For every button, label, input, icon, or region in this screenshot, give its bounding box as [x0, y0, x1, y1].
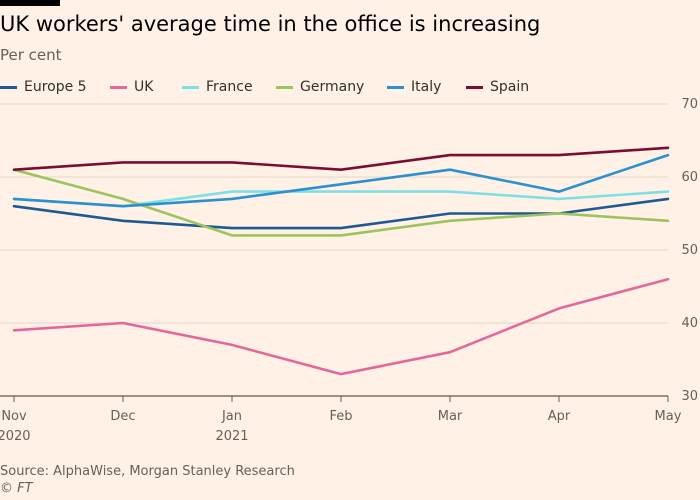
legend-swatch: [110, 85, 127, 89]
series-line-germany: [12, 168, 670, 237]
legend-label: France: [206, 79, 253, 95]
x-tick-label: May: [655, 409, 682, 424]
legend-swatch: [0, 85, 17, 89]
x-tick-label: Nov: [1, 409, 27, 424]
legend-swatch: [466, 85, 483, 89]
y-tick-label: 60: [681, 170, 698, 185]
x-tick-label: Feb: [329, 409, 352, 424]
legend-item-uk: UK: [110, 79, 153, 95]
legend-item-italy: Italy: [387, 79, 441, 95]
series-line-uk: [12, 277, 670, 376]
legend-swatch: [276, 85, 293, 89]
x-tick-label-year: 2021: [215, 429, 248, 444]
legend-label: Germany: [300, 79, 365, 95]
y-tick-label: 50: [681, 243, 698, 258]
x-tick-label: Mar: [438, 409, 463, 424]
x-tick-label-year: 2020: [0, 429, 31, 444]
chart-subtitle: Per cent: [0, 46, 62, 64]
legend-item-germany: Germany: [276, 79, 364, 95]
y-tick-label: 30: [681, 389, 698, 404]
legend-item-europe-5: Europe 5: [0, 79, 87, 95]
series-line-spain: [12, 146, 670, 171]
legend-label: UK: [134, 79, 154, 95]
x-tick-label: Jan: [221, 409, 242, 424]
series-line-france: [12, 190, 670, 208]
y-tick-label: 70: [681, 97, 698, 112]
x-tick-label: Apr: [548, 409, 571, 424]
legend-swatch: [182, 85, 199, 89]
series-line-italy: [12, 153, 670, 208]
legend-swatch: [387, 85, 404, 89]
credit: © FT: [0, 481, 33, 496]
source-note: Source: AlphaWise, Morgan Stanley Resear…: [0, 464, 295, 479]
legend-label: Europe 5: [24, 79, 87, 95]
x-tick-label: Dec: [110, 409, 135, 424]
chart-title: UK workers' average time in the office i…: [0, 12, 541, 36]
legend-item-spain: Spain: [466, 79, 529, 95]
legend-label: Italy: [411, 79, 442, 95]
legend-label: Spain: [490, 79, 530, 95]
brand-bar: [0, 0, 60, 6]
legend-item-france: France: [182, 79, 253, 95]
y-tick-label: 40: [681, 316, 698, 331]
